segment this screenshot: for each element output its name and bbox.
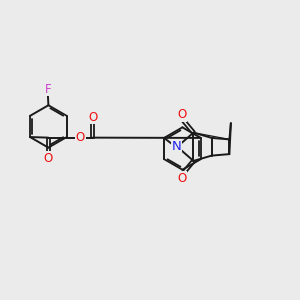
- Text: O: O: [88, 110, 98, 124]
- Text: O: O: [177, 172, 186, 185]
- Text: O: O: [76, 131, 85, 144]
- Text: O: O: [177, 109, 186, 122]
- Text: F: F: [44, 82, 51, 95]
- Text: N: N: [172, 140, 181, 153]
- Text: O: O: [44, 152, 53, 165]
